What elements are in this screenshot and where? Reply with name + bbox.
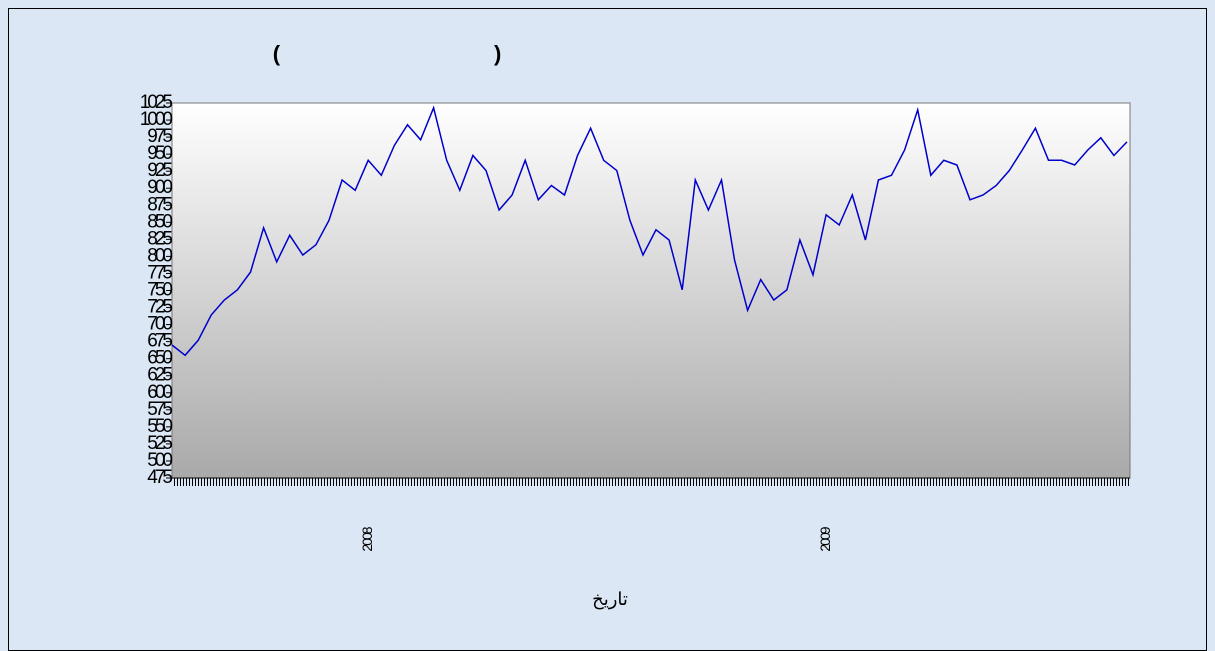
y-tick-label: 625 [147,365,172,386]
y-tick-label: 800 [147,245,172,266]
y-tick-label: 600 [147,382,172,403]
y-tick-label: 675 [147,331,172,352]
y-tick-label: 875 [147,194,172,215]
y-tick-label: 725 [147,297,172,318]
y-tick-label: 850 [147,211,172,232]
plot-area [171,102,1131,479]
y-tick-label: 1000 [140,109,173,130]
y-tick-label: 750 [147,280,172,301]
y-tick-label: 700 [147,314,172,335]
y-tick-label: 500 [147,450,172,471]
y-tick-label: 1025 [140,92,173,113]
x-axis-ticks [172,478,1130,486]
y-tick-label: 825 [147,228,172,249]
x-tick-label: 2009 [817,526,833,551]
chart-title: ( ) [273,41,502,66]
x-axis-label: تاريخ [592,589,628,610]
y-tick-label: 775 [147,262,172,283]
y-tick-label: 650 [147,348,172,369]
y-tick-label: 975 [147,126,172,147]
y-tick-label: 900 [147,177,172,198]
y-tick-label: 575 [147,399,172,420]
y-tick-label: 475 [147,467,172,488]
x-tick-label: 2008 [359,526,375,551]
line-series [171,105,1128,357]
y-tick-label: 525 [147,433,172,454]
y-tick-label: 925 [147,160,172,181]
y-tick-label: 950 [147,143,172,164]
y-tick-label: 550 [147,416,172,437]
